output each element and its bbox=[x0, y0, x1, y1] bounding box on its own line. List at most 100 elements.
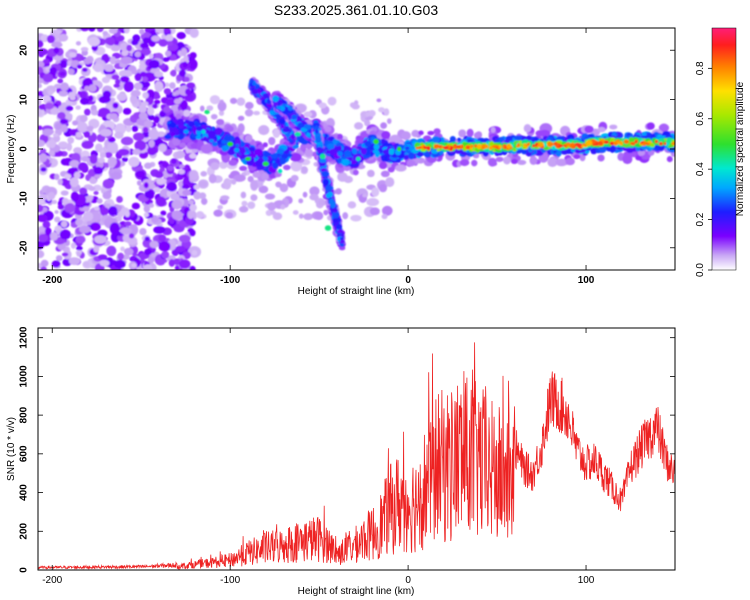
heatmap-cell bbox=[523, 124, 532, 133]
heatmap-cell bbox=[131, 89, 141, 97]
heatmap-cell bbox=[131, 125, 139, 132]
heatmap-cell bbox=[172, 91, 177, 97]
heatmap-cell bbox=[151, 35, 161, 42]
heatmap-cell bbox=[164, 50, 172, 57]
heatmap-cell bbox=[147, 114, 155, 121]
heatmap-cell bbox=[39, 148, 47, 154]
heatmap-cell bbox=[161, 250, 170, 259]
heatmap-cell bbox=[124, 221, 132, 227]
heatmap-cell bbox=[339, 243, 345, 247]
heatmap-cell bbox=[90, 109, 99, 116]
heatmap-cell bbox=[54, 216, 61, 223]
heatmap-cell bbox=[154, 71, 164, 78]
heatmap-cell bbox=[416, 150, 424, 157]
heatmap-cell bbox=[236, 97, 246, 106]
heatmap-cell bbox=[182, 61, 188, 68]
heatmap-cell bbox=[206, 105, 214, 111]
heatmap-cell bbox=[369, 207, 380, 216]
heatmap-cell bbox=[60, 190, 69, 196]
heatmap-cell bbox=[431, 148, 439, 154]
heatmap-cell bbox=[318, 102, 327, 109]
heatmap-cell bbox=[490, 126, 496, 133]
heatmap-cell bbox=[123, 28, 130, 34]
heatmap-cell bbox=[171, 199, 183, 210]
heatmap-cell bbox=[381, 213, 388, 220]
heatmap-cell bbox=[387, 166, 395, 173]
heatmap-cell bbox=[658, 123, 670, 133]
heatmap-cell bbox=[303, 213, 314, 221]
heatmap-cell bbox=[350, 214, 362, 222]
heatmap-cell bbox=[204, 129, 211, 134]
heatmap-cell bbox=[81, 156, 89, 162]
heatmap-cell bbox=[51, 199, 58, 205]
heatmap-cell bbox=[672, 134, 675, 139]
heatmap-cell bbox=[121, 49, 129, 57]
heatmap-cell bbox=[279, 118, 286, 125]
heatmap-cell bbox=[58, 102, 72, 115]
heatmap-cell bbox=[132, 148, 141, 155]
heatmap-cell bbox=[371, 187, 380, 197]
heatmap-cell bbox=[100, 205, 109, 217]
heatmap-cell bbox=[106, 36, 115, 46]
heatmap-cell bbox=[88, 36, 101, 47]
heatmap-cell bbox=[38, 204, 44, 213]
heatmap-cell bbox=[170, 193, 180, 201]
spectrogram-heatmap bbox=[37, 27, 676, 271]
heatmap-cell bbox=[340, 237, 344, 241]
heatmap-cell bbox=[83, 57, 92, 65]
heatmap-cell bbox=[143, 120, 153, 128]
heatmap-cell bbox=[189, 229, 196, 237]
heatmap-cell bbox=[88, 186, 96, 192]
heatmap-cell bbox=[244, 101, 254, 110]
heatmap-cell bbox=[666, 156, 673, 163]
heatmap-cell bbox=[318, 199, 328, 206]
heatmap-cell bbox=[251, 88, 259, 95]
heatmap-cell bbox=[128, 233, 135, 239]
heatmap-cell bbox=[241, 200, 248, 207]
heatmap-cell bbox=[107, 156, 117, 167]
heatmap-cell bbox=[41, 260, 48, 266]
heatmap-cell bbox=[431, 136, 441, 143]
heatmap-cell bbox=[57, 178, 63, 186]
heatmap-cell bbox=[89, 154, 98, 165]
heatmap-cell bbox=[88, 95, 94, 102]
heatmap-cell bbox=[83, 131, 91, 138]
heatmap-cell bbox=[183, 76, 190, 82]
heatmap-cell bbox=[191, 250, 198, 256]
heatmap-cell bbox=[117, 148, 130, 156]
heatmap-cell bbox=[233, 174, 246, 182]
heatmap-cell bbox=[225, 212, 234, 219]
heatmap-cell bbox=[411, 129, 420, 138]
heatmap-cell bbox=[347, 201, 357, 209]
heatmap-cell bbox=[401, 131, 411, 141]
heatmap-cell bbox=[290, 152, 302, 162]
heatmap-cell bbox=[339, 239, 345, 244]
heatmap-cell bbox=[449, 136, 456, 143]
heatmap-cell bbox=[120, 136, 134, 146]
heatmap-cell bbox=[38, 214, 48, 223]
heatmap-cell bbox=[57, 78, 64, 84]
heatmap-cell bbox=[112, 102, 119, 109]
heatmap-cell bbox=[271, 106, 275, 111]
heatmap-cell bbox=[517, 159, 527, 165]
heatmap-cell bbox=[149, 240, 159, 249]
heatmap-cell bbox=[97, 157, 105, 164]
heatmap-cell bbox=[555, 149, 562, 157]
heatmap-cell bbox=[143, 204, 151, 213]
heatmap-cell bbox=[635, 155, 642, 161]
heatmap-cell bbox=[271, 153, 278, 159]
heatmap-cell bbox=[47, 89, 54, 96]
heatmap-cell bbox=[326, 143, 335, 150]
heatmap-cell bbox=[195, 135, 202, 140]
heatmap-cell bbox=[113, 83, 121, 88]
heatmap-cell bbox=[181, 136, 193, 144]
heatmap-cell bbox=[173, 98, 182, 105]
heatmap-cell bbox=[597, 126, 606, 133]
heatmap-cell bbox=[38, 234, 49, 243]
heatmap-cell bbox=[322, 178, 330, 186]
heatmap-cell bbox=[385, 177, 395, 188]
heatmap-cell bbox=[406, 159, 416, 167]
heatmap-cell bbox=[106, 245, 117, 257]
heatmap-cell bbox=[144, 190, 154, 199]
heatmap-cell bbox=[107, 141, 119, 154]
